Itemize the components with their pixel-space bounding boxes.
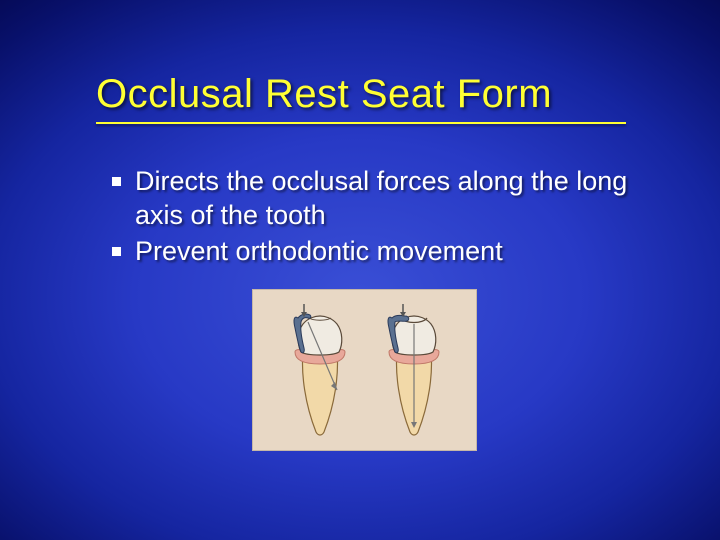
bullet-list: Directs the occlusal forces along the lo… [112,165,652,270]
bullet-icon [112,177,121,186]
title-underline [96,122,626,124]
bullet-icon [112,247,121,256]
tooth-left [281,304,359,439]
tooth-diagram [252,289,477,451]
slide-title: Occlusal Rest Seat Form [96,72,552,117]
list-item: Prevent orthodontic movement [112,235,652,269]
tooth-right [375,304,453,439]
list-item: Directs the occlusal forces along the lo… [112,165,652,233]
bullet-text: Directs the occlusal forces along the lo… [135,165,652,233]
bullet-text: Prevent orthodontic movement [135,235,503,269]
slide: Occlusal Rest Seat Form Directs the occl… [0,0,720,540]
